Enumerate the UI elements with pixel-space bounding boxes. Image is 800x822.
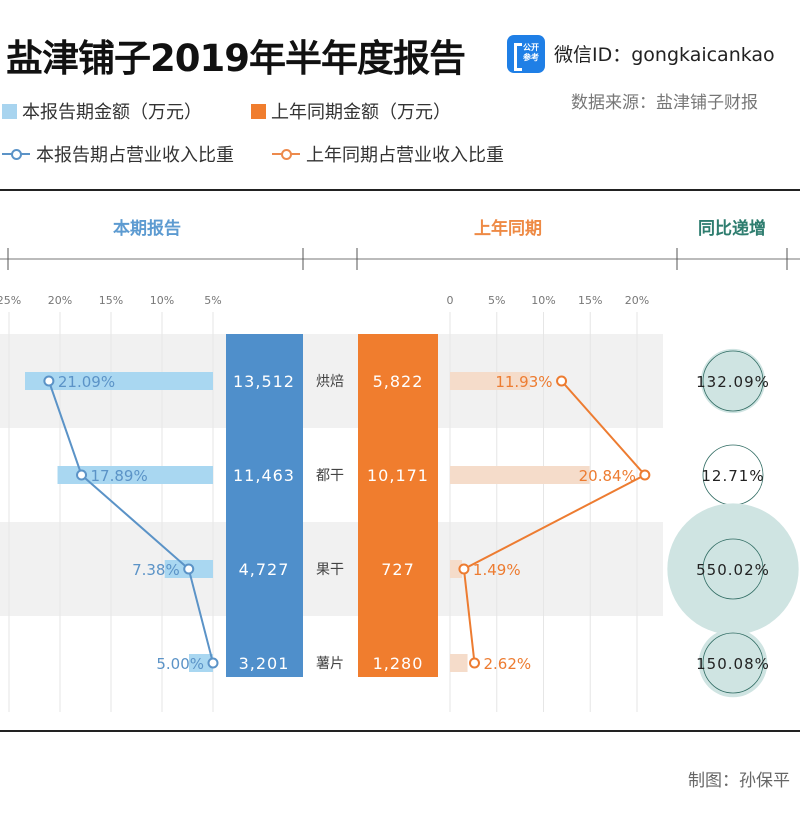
legend-current-share: 本报告期占营业收入比重 <box>2 141 234 167</box>
axes <box>0 248 800 270</box>
prior-share-label: 1.49% <box>473 561 521 579</box>
legend-current-amount: 本报告期金额（万元） <box>2 98 202 124</box>
prior-share-point <box>458 563 470 575</box>
section-yoy: 同比递增 <box>698 219 766 239</box>
current-share-bar <box>25 372 213 390</box>
current-amount-label: 3,201 <box>239 654 290 673</box>
yoy-bubbles <box>667 348 799 698</box>
yoy-label: 12.71% <box>701 467 764 485</box>
gongkaicankao-logo-icon: 公开 参考 <box>507 35 545 73</box>
current-share-bar <box>57 466 213 484</box>
prior-share-label: 2.62% <box>483 655 531 673</box>
prior-axis-tick-label: 10% <box>531 294 555 307</box>
chart-labels: 25% 20% 15% 10% 5% 0 5% 10% 15% 20% 13,512 5,822 烘焙 1… <box>0 294 770 673</box>
yoy-ring <box>702 538 764 600</box>
current-axis-tick-label: 20% <box>48 294 72 307</box>
current-axis-tick-label: 10% <box>150 294 174 307</box>
yoy-bubble <box>700 348 766 414</box>
prior-amount-label: 727 <box>381 560 415 579</box>
legend-prior-share: 上年同期占营业收入比重 <box>272 141 504 167</box>
legend-line-marker-icon <box>272 147 300 161</box>
prior-share-bar <box>450 466 590 484</box>
current-axis-tick-label: 25% <box>0 294 21 307</box>
current-share-bar <box>189 654 213 672</box>
data-source: 数据来源：盐津铺子财报 <box>571 93 758 113</box>
legend-label: 本报告期金额（万元） <box>22 102 202 123</box>
prior-share-bar <box>450 560 462 578</box>
current-share-point <box>43 375 55 387</box>
legend-line-marker-icon <box>2 147 30 161</box>
prior-share-bar <box>450 372 530 390</box>
prior-share-label: 11.93% <box>495 373 552 391</box>
legend-prior-amount: 上年同期金额（万元） <box>251 98 451 124</box>
legend-label: 上年同期占营业收入比重 <box>306 145 504 166</box>
current-share-line <box>47 380 214 664</box>
category-label: 都干 <box>316 468 344 484</box>
current-share-label: 21.09% <box>58 373 115 391</box>
logo-text-line1: 公开 <box>523 43 539 52</box>
current-share-point <box>207 657 219 669</box>
top-divider <box>0 189 800 191</box>
section-prior: 上年同期 <box>474 219 542 239</box>
share-bars <box>25 372 590 672</box>
current-share-label: 17.89% <box>91 467 148 485</box>
prior-share-point <box>556 375 568 387</box>
prior-amount-label: 1,280 <box>373 654 424 673</box>
prior-axis-tick-label: 20% <box>625 294 649 307</box>
legend-square-icon <box>2 104 17 119</box>
prior-amount-column <box>358 334 438 677</box>
current-share-label: 5.00% <box>156 655 204 673</box>
category-label: 果干 <box>316 562 344 578</box>
current-share-point <box>76 469 88 481</box>
amount-bars <box>226 334 438 677</box>
legend-label: 本报告期占营业收入比重 <box>36 145 234 166</box>
prior-axis-tick-label: 5% <box>488 294 505 307</box>
bottom-divider <box>0 730 800 732</box>
legend-square-icon <box>251 104 266 119</box>
share-lines <box>43 375 651 669</box>
category-label: 烘焙 <box>316 374 344 390</box>
current-share-label: 7.38% <box>132 561 180 579</box>
prior-share-point <box>639 469 651 481</box>
current-amount-label: 4,727 <box>239 560 290 579</box>
yoy-label: 132.09% <box>696 373 770 391</box>
yoy-label: 150.08% <box>696 655 770 673</box>
current-axis-tick-label: 5% <box>204 294 221 307</box>
prior-share-point <box>468 657 480 669</box>
logo-text: 公开 参考 <box>521 43 541 63</box>
current-amount-label: 11,463 <box>233 466 295 485</box>
prior-share-bar <box>450 654 468 672</box>
prior-axis-tick-label: 15% <box>578 294 602 307</box>
legend-label: 上年同期金额（万元） <box>271 102 451 123</box>
prior-amount-label: 10,171 <box>367 466 429 485</box>
yoy-ring <box>702 632 764 694</box>
chart: 25% 20% 15% 10% 5% 0 5% 10% 15% 20% 13,512 5,822 烘焙 1… <box>0 248 800 712</box>
wechat-id: 微信ID：gongkaicankao <box>554 44 775 66</box>
logo-bracket <box>514 43 522 71</box>
logo-text-line2: 参考 <box>523 53 539 62</box>
category-label: 薯片 <box>316 656 344 672</box>
yoy-ring <box>702 350 764 412</box>
current-axis-tick-label: 15% <box>99 294 123 307</box>
prior-share-line <box>462 380 647 664</box>
yoy-bubble <box>667 503 799 635</box>
current-share-point <box>183 563 195 575</box>
current-amount-column <box>226 334 303 677</box>
yoy-bubble <box>698 628 768 698</box>
prior-axis-tick-label: 0 <box>447 294 454 307</box>
prior-share-label: 20.84% <box>579 467 636 485</box>
page-title: 盐津铺子2019年半年度报告 <box>6 37 466 80</box>
section-current: 本期报告 <box>113 219 181 239</box>
credit: 制图：孙保平 <box>688 771 790 791</box>
yoy-label: 550.02% <box>696 561 770 579</box>
current-amount-label: 13,512 <box>233 372 295 391</box>
prior-amount-label: 5,822 <box>373 372 424 391</box>
